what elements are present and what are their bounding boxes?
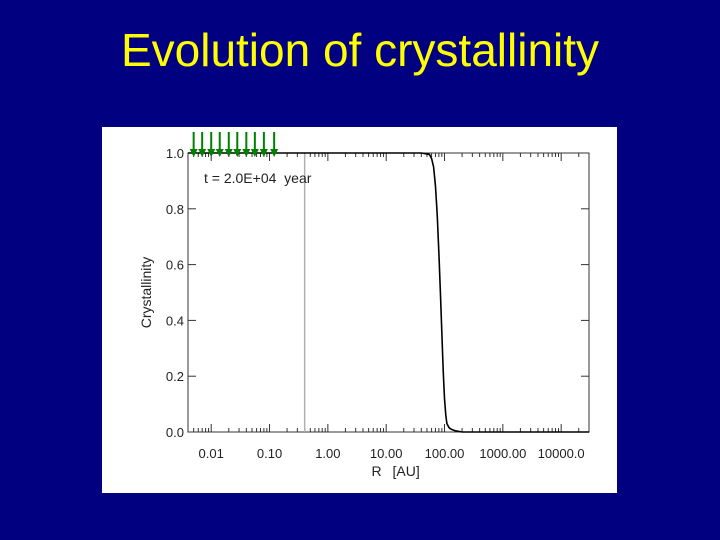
x-tick-label: 100.00 <box>425 446 465 461</box>
x-tick-label: 0.01 <box>199 446 224 461</box>
arrow-marker-head <box>189 149 198 157</box>
arrow-marker-head <box>215 149 224 157</box>
y-tick-label: 0.4 <box>166 313 184 328</box>
y-tick-label: 0.6 <box>166 258 184 273</box>
y-tick-label: 0.8 <box>166 202 184 217</box>
arrow-marker-head <box>224 149 233 157</box>
arrow-marker-head <box>233 149 242 157</box>
y-tick-label: 0.2 <box>166 369 184 384</box>
slide-title: Evolution of crystallinity <box>120 24 600 76</box>
arrow-marker-head <box>250 149 259 157</box>
x-tick-label: 10.00 <box>370 446 403 461</box>
y-tick-label: 1.0 <box>166 146 184 161</box>
x-tick-label: 1.00 <box>315 446 340 461</box>
y-axis-label: Crystallinity <box>138 257 154 329</box>
chart-panel: 0.0 0.2 0.4 0.6 0.8 1.0 0.01 0.10 1.00 10.00 100.0… <box>102 127 617 493</box>
x-axis-unit: [AU] <box>393 463 420 479</box>
arrow-marker-head <box>207 149 216 157</box>
y-tick-label: 0.0 <box>166 425 184 440</box>
crystallinity-curve <box>188 152 589 433</box>
x-tick-label: 10000.0 <box>538 446 585 461</box>
x-tick-label: 0.10 <box>257 446 282 461</box>
time-annotation: t = 2.0E+04 year <box>204 170 312 186</box>
x-tick-label: 1000.00 <box>479 446 526 461</box>
arrow-marker-head <box>242 149 251 157</box>
plot-frame <box>187 152 590 433</box>
x-axis-label: R <box>371 463 381 479</box>
crystallinity-chart: 0.0 0.2 0.4 0.6 0.8 1.0 0.01 0.10 1.00 10.00 100.0… <box>138 132 590 479</box>
arrow-marker-head <box>270 149 279 157</box>
arrow-marker-head <box>259 149 268 157</box>
arrow-marker-head <box>198 149 207 157</box>
